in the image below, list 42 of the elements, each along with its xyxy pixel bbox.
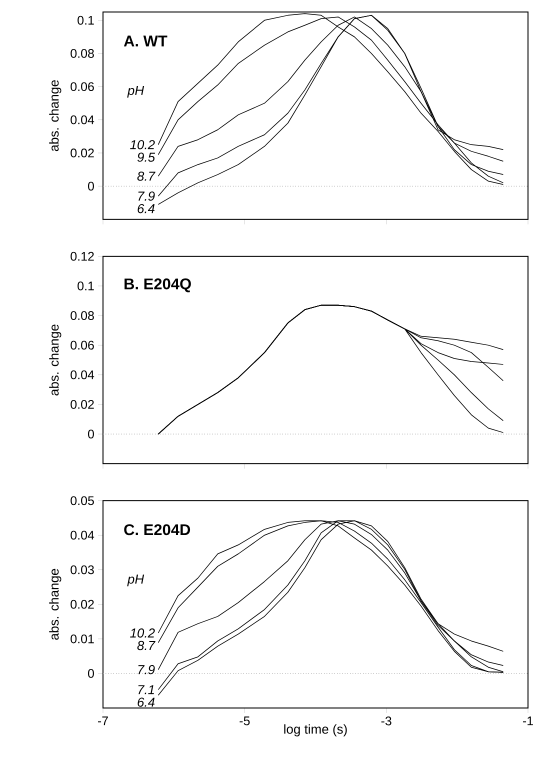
series-label: 7.9 xyxy=(138,665,155,674)
y-tick-label: 0.04 xyxy=(70,530,94,540)
x-tick-label: -1 xyxy=(522,716,533,726)
text: C. E204D xyxy=(124,524,190,536)
y-axis-title: abs. change xyxy=(49,80,62,152)
x-tick-label: -5 xyxy=(240,716,250,726)
y-tick-label: 0.04 xyxy=(70,370,94,380)
y-axis-title: abs. change xyxy=(49,568,62,640)
y-tick-label: 0.04 xyxy=(70,115,94,124)
series-label: 10.2 xyxy=(130,628,155,638)
x-axis-title: log time (s) xyxy=(284,724,347,736)
y-tick-label: 0.03 xyxy=(70,565,94,574)
y-tick-label: 0.01 xyxy=(70,634,94,644)
y-tick-label: 0.02 xyxy=(70,400,94,409)
text: B. E204Q xyxy=(124,278,191,292)
text: A. WT xyxy=(124,36,168,46)
x-tick-label: -7 xyxy=(98,716,108,726)
series-label: 6.4 xyxy=(138,698,155,707)
x-tick-label: -3 xyxy=(381,716,392,726)
y-tick-label: 0 xyxy=(88,430,94,438)
y-tick-label: 0.02 xyxy=(70,600,94,609)
legend-title: pH xyxy=(127,574,144,586)
y-tick-label: 0 xyxy=(88,669,94,678)
series-label: 7.1 xyxy=(138,685,154,694)
y-tick-label: 0.1 xyxy=(78,16,94,25)
y-tick-label: 0.02 xyxy=(70,148,94,158)
y-tick-label: 0.08 xyxy=(70,49,94,58)
y-tick-label: 0.05 xyxy=(70,496,94,506)
series-label: 10.2 xyxy=(130,140,155,150)
y-tick-label: 0.06 xyxy=(70,82,94,92)
series-label: 8.7 xyxy=(137,640,156,650)
y-tick-label: 0 xyxy=(88,182,94,191)
legend-title: pH xyxy=(127,86,144,98)
y-tick-label: 0.12 xyxy=(70,252,94,261)
y-tick-label: 0.06 xyxy=(70,340,94,350)
series-label: 8.7 xyxy=(137,172,156,181)
y-axis-title: abs. change xyxy=(49,324,62,396)
series-label: 9.5 xyxy=(137,152,156,162)
y-tick-label: 0.08 xyxy=(70,311,94,320)
series-label: 6.4 xyxy=(138,204,155,214)
series-label: 7.9 xyxy=(138,192,155,201)
y-tick-label: 0.1 xyxy=(78,282,94,290)
